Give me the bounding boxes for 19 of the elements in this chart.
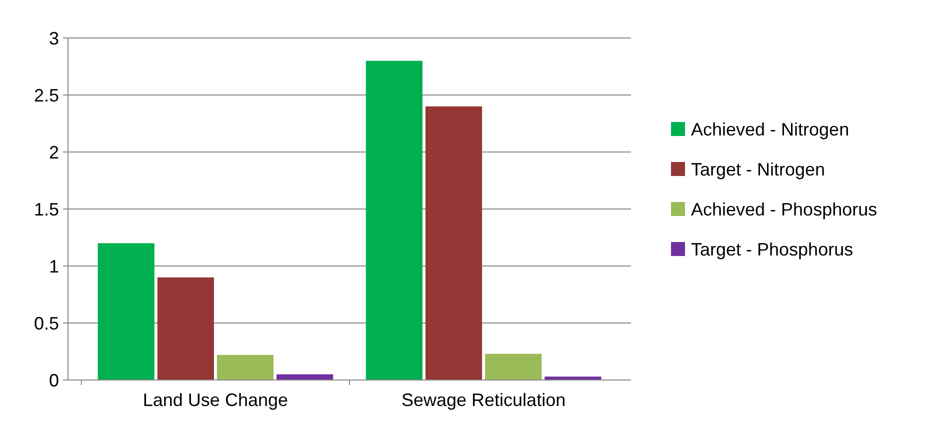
bar: [98, 243, 154, 380]
legend-label: Target - Phosphorus: [691, 239, 854, 260]
bar: [485, 354, 542, 380]
y-tick-label: 2.5: [34, 85, 59, 106]
legend-label: Target - Nitrogen: [691, 159, 826, 180]
x-tick-label: Sewage Reticulation: [401, 390, 566, 410]
legend-label: Achieved - Nitrogen: [691, 119, 850, 140]
y-tick-label: 3: [48, 28, 59, 48]
x-tick-label: Land Use Change: [142, 390, 288, 410]
y-tick-label: 0: [48, 370, 59, 390]
bar: [157, 277, 214, 380]
bar: [425, 106, 482, 380]
y-tick-label: 1.5: [34, 199, 59, 220]
y-tick-label: 2: [48, 142, 59, 162]
bar: [216, 354, 274, 380]
y-tick-label: 1: [48, 256, 59, 276]
legend-label: Achieved - Phosphorus: [691, 199, 878, 220]
bar: [366, 60, 422, 380]
y-tick-label: 0.5: [34, 313, 59, 334]
